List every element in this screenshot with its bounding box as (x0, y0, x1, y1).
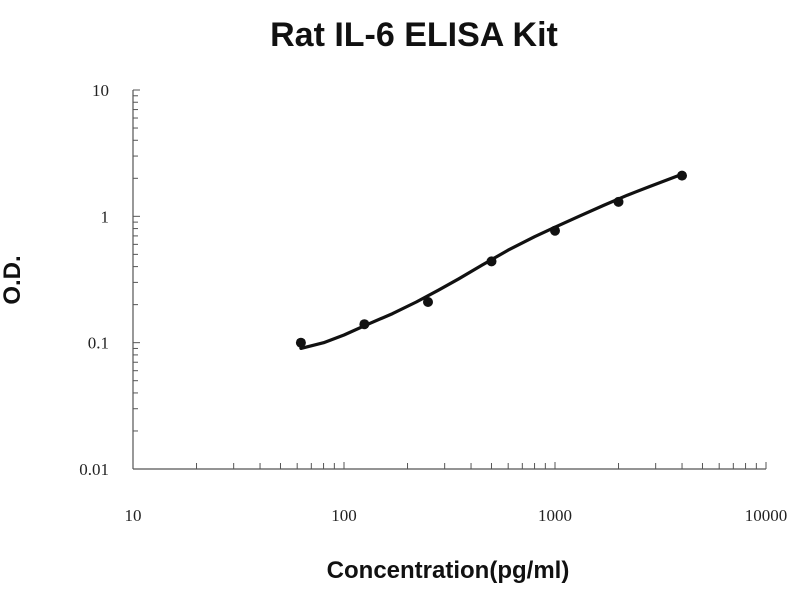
y-tick-label: 10 (92, 81, 109, 100)
data-points (295, 170, 687, 348)
y-tick-labels: 10 1 0.1 0.01 (79, 81, 109, 479)
y-tick-label: 0.1 (88, 334, 109, 353)
y-tick-label: 0.01 (79, 460, 109, 479)
data-point (359, 319, 370, 330)
axes (132, 90, 766, 470)
data-point (613, 196, 624, 207)
data-point (550, 225, 560, 236)
data-point (486, 256, 497, 267)
chart-title: Rat IL-6 ELISA Kit (270, 16, 558, 54)
x-tick-label: 10000 (745, 506, 788, 525)
data-point (423, 297, 433, 307)
x-tick-label: 1000 (538, 506, 572, 525)
data-point (677, 170, 687, 181)
x-tick-labels: 10 100 1000 10000 (125, 506, 788, 525)
y-tick-label: 1 (101, 207, 110, 226)
x-tick-label: 10 (125, 506, 142, 525)
y-axis-label: O.D. (0, 255, 26, 304)
x-axis-label: Concentration(pg/ml) (327, 557, 570, 584)
minor-ticks (132, 89, 767, 470)
data-point (295, 337, 306, 348)
x-tick-label: 100 (331, 506, 357, 525)
